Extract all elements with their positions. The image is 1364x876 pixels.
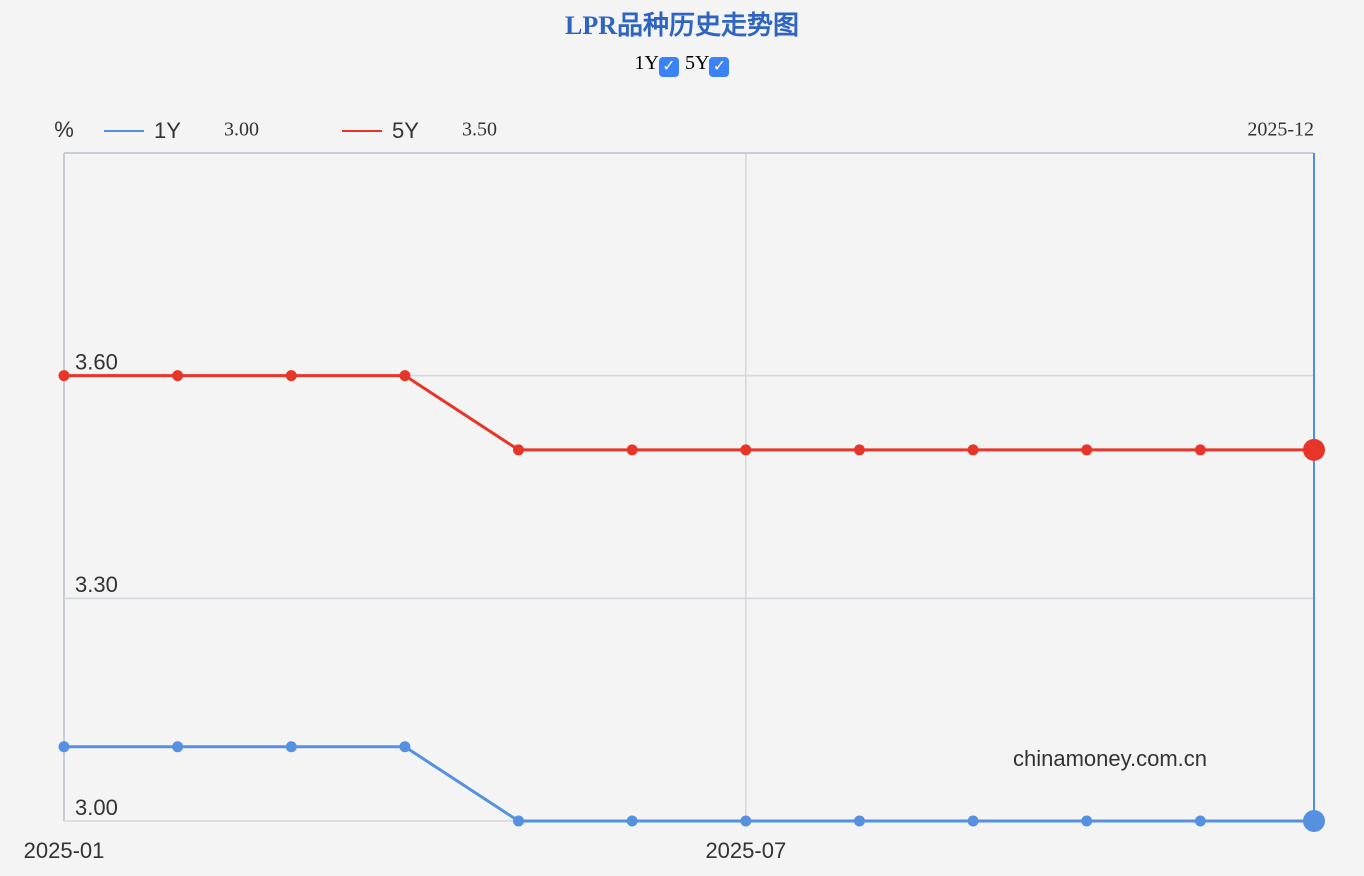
chart-title: LPR品种历史走势图: [565, 11, 799, 40]
toggle-label: 1Y: [634, 52, 659, 74]
checkbox[interactable]: ✓: [659, 57, 679, 77]
data-point: [399, 741, 411, 753]
data-point: [1081, 444, 1093, 456]
legend-label: 1Y: [154, 118, 181, 143]
series-line: [64, 374, 1314, 452]
data-point: [1194, 815, 1206, 827]
data-point: [1303, 438, 1325, 461]
y-tick-label: 3.00: [75, 795, 118, 820]
data-point: [172, 741, 184, 753]
data-point: [58, 741, 70, 753]
checkbox[interactable]: ✓: [709, 57, 730, 77]
data-point: [1194, 444, 1206, 456]
data-point: [172, 370, 184, 382]
data-point: [740, 444, 752, 456]
data-point: [1081, 815, 1093, 827]
data-point: [853, 444, 865, 456]
data-point: [513, 815, 525, 827]
data-point: [626, 815, 638, 827]
legend-value: 3.00: [224, 119, 259, 141]
data-point: [853, 815, 865, 827]
y-tick-label: 3.60: [75, 349, 118, 374]
data-point: [399, 370, 411, 382]
legend-value: 3.50: [462, 119, 497, 141]
data-point: [1303, 810, 1325, 832]
y-tick-label: 3.30: [75, 572, 118, 597]
x-tick-label: 2025-01: [24, 838, 105, 863]
data-point: [285, 370, 297, 382]
data-point: [285, 741, 297, 753]
data-point: [967, 815, 979, 827]
y-unit: %: [54, 117, 74, 142]
series-line: [64, 745, 1314, 823]
hover-label: 2025-12: [1247, 119, 1314, 141]
watermark: chinamoney.com.cn: [1013, 746, 1207, 771]
x-tick-label: 2025-07: [705, 838, 786, 863]
legend-label: 5Y: [392, 118, 419, 143]
series-toggles: 1Y ✓ 5Y ✓: [0, 52, 1364, 77]
data-point: [740, 815, 752, 827]
data-point: [967, 444, 979, 456]
data-point: [513, 444, 525, 456]
series-toggle[interactable]: 5Y ✓: [685, 52, 730, 77]
data-point: [626, 444, 638, 456]
data-point: [58, 370, 70, 382]
series-toggle[interactable]: 1Y ✓: [635, 52, 679, 77]
toggle-label: 5Y: [685, 52, 710, 74]
